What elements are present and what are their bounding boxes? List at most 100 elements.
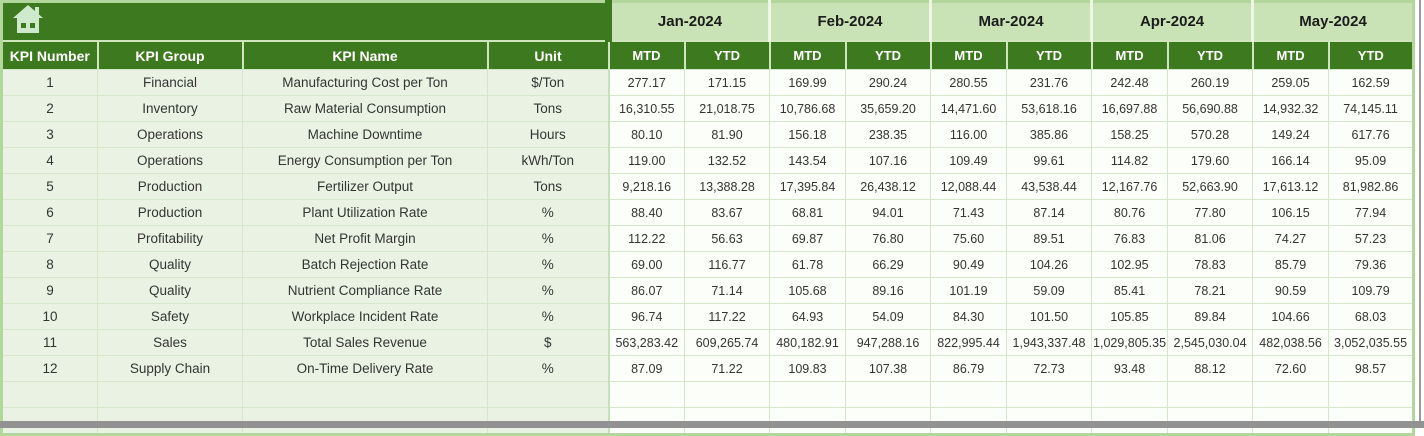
kpi-group-cell[interactable]: Safety [97,303,243,330]
value-cell[interactable] [1167,381,1254,408]
value-cell[interactable]: 89.51 [1006,225,1093,252]
value-cell[interactable]: 101.19 [930,277,1008,304]
value-cell[interactable]: 480,182.91 [769,329,846,356]
kpi-name-cell[interactable]: Energy Consumption per Ton [242,147,488,174]
value-cell[interactable]: 94.01 [844,199,932,226]
value-cell[interactable]: 77.94 [1328,199,1415,226]
kpi-group-cell[interactable]: Quality [97,277,243,304]
kpi-number-cell[interactable]: 4 [1,147,98,174]
value-cell[interactable]: 132.52 [684,147,770,174]
value-cell[interactable]: 2,545,030.04 [1167,329,1254,356]
kpi-number-cell[interactable]: 1 [1,69,98,96]
value-cell[interactable]: 78.83 [1167,251,1254,278]
value-cell[interactable]: 86.79 [930,355,1008,382]
value-cell[interactable]: 104.26 [1006,251,1093,278]
kpi-number-cell[interactable]: 10 [1,303,98,330]
value-cell[interactable]: 105.68 [769,277,846,304]
value-cell[interactable]: 16,697.88 [1091,95,1169,122]
value-cell[interactable]: 102.95 [1091,251,1169,278]
kpi-name-cell[interactable]: Total Sales Revenue [242,329,488,356]
kpi-name-cell[interactable]: Nutrient Compliance Rate [242,277,488,304]
value-cell[interactable]: 117.22 [684,303,770,330]
value-cell[interactable]: 17,395.84 [769,173,846,200]
value-cell[interactable]: 74,145.11 [1328,95,1415,122]
value-cell[interactable]: 13,388.28 [684,173,770,200]
kpi-group-cell[interactable]: Supply Chain [97,355,243,382]
value-cell[interactable]: 64.93 [769,303,846,330]
value-cell[interactable]: 85.41 [1091,277,1169,304]
unit-cell[interactable]: $/Ton [487,69,609,96]
value-cell[interactable]: 71.22 [684,355,770,382]
value-cell[interactable]: 79.36 [1328,251,1415,278]
kpi-group-cell[interactable]: Production [97,199,243,226]
value-cell[interactable]: 56,690.88 [1167,95,1254,122]
value-cell[interactable]: 116.77 [684,251,770,278]
value-cell[interactable]: 385.86 [1006,121,1093,148]
value-cell[interactable]: 69.00 [607,251,685,278]
value-cell[interactable]: 98.57 [1328,355,1415,382]
value-cell[interactable]: 238.35 [844,121,932,148]
value-cell[interactable]: 77.80 [1167,199,1254,226]
kpi-name-cell[interactable]: Raw Material Consumption [242,95,488,122]
unit-cell[interactable]: % [487,277,609,304]
value-cell[interactable]: 75.60 [930,225,1008,252]
value-cell[interactable]: 96.74 [607,303,685,330]
horizontal-scrollbar[interactable] [0,421,1424,428]
value-cell[interactable]: 81.90 [684,121,770,148]
value-cell[interactable]: 72.73 [1006,355,1093,382]
value-cell[interactable] [1252,381,1330,408]
value-cell[interactable]: 9,218.16 [607,173,685,200]
value-cell[interactable]: 277.17 [607,69,685,96]
kpi-number-cell[interactable]: 6 [1,199,98,226]
kpi-number-cell[interactable]: 5 [1,173,98,200]
value-cell[interactable]: 66.29 [844,251,932,278]
value-cell[interactable]: 87.14 [1006,199,1093,226]
value-cell[interactable]: 1,029,805.35 [1091,329,1169,356]
value-cell[interactable]: 105.85 [1091,303,1169,330]
unit-cell[interactable]: % [487,303,609,330]
value-cell[interactable]: 52,663.90 [1167,173,1254,200]
value-cell[interactable]: 112.22 [607,225,685,252]
kpi-number-cell[interactable]: 2 [1,95,98,122]
value-cell[interactable]: 143.54 [769,147,846,174]
value-cell[interactable]: 90.49 [930,251,1008,278]
value-cell[interactable]: 107.16 [844,147,932,174]
unit-cell[interactable]: $ [487,329,609,356]
kpi-name-cell[interactable]: Machine Downtime [242,121,488,148]
unit-cell[interactable]: Hours [487,121,609,148]
value-cell[interactable]: 119.00 [607,147,685,174]
value-cell[interactable]: 156.18 [769,121,846,148]
value-cell[interactable] [1091,381,1169,408]
value-cell[interactable]: 95.09 [1328,147,1415,174]
unit-cell[interactable]: % [487,199,609,226]
value-cell[interactable]: 53,618.16 [1006,95,1093,122]
kpi-name-cell[interactable]: Workplace Incident Rate [242,303,488,330]
value-cell[interactable]: 54.09 [844,303,932,330]
value-cell[interactable]: 71.43 [930,199,1008,226]
value-cell[interactable]: 86.07 [607,277,685,304]
kpi-name-cell[interactable]: Plant Utilization Rate [242,199,488,226]
value-cell[interactable]: 179.60 [1167,147,1254,174]
value-cell[interactable]: 106.15 [1252,199,1330,226]
value-cell[interactable]: 101.50 [1006,303,1093,330]
value-cell[interactable]: 171.15 [684,69,770,96]
value-cell[interactable]: 26,438.12 [844,173,932,200]
value-cell[interactable]: 84.30 [930,303,1008,330]
value-cell[interactable]: 90.59 [1252,277,1330,304]
value-cell[interactable]: 169.99 [769,69,846,96]
value-cell[interactable]: 3,052,035.55 [1328,329,1415,356]
value-cell[interactable]: 1,943,337.48 [1006,329,1093,356]
value-cell[interactable]: 78.21 [1167,277,1254,304]
kpi-group-cell[interactable] [97,381,243,408]
value-cell[interactable]: 87.09 [607,355,685,382]
kpi-group-cell[interactable]: Sales [97,329,243,356]
value-cell[interactable]: 482,038.56 [1252,329,1330,356]
value-cell[interactable]: 290.24 [844,69,932,96]
value-cell[interactable]: 947,288.16 [844,329,932,356]
value-cell[interactable]: 231.76 [1006,69,1093,96]
kpi-name-cell[interactable]: Net Profit Margin [242,225,488,252]
value-cell[interactable] [1328,381,1415,408]
kpi-group-cell[interactable]: Financial [97,69,243,96]
unit-cell[interactable]: % [487,225,609,252]
value-cell[interactable]: 609,265.74 [684,329,770,356]
